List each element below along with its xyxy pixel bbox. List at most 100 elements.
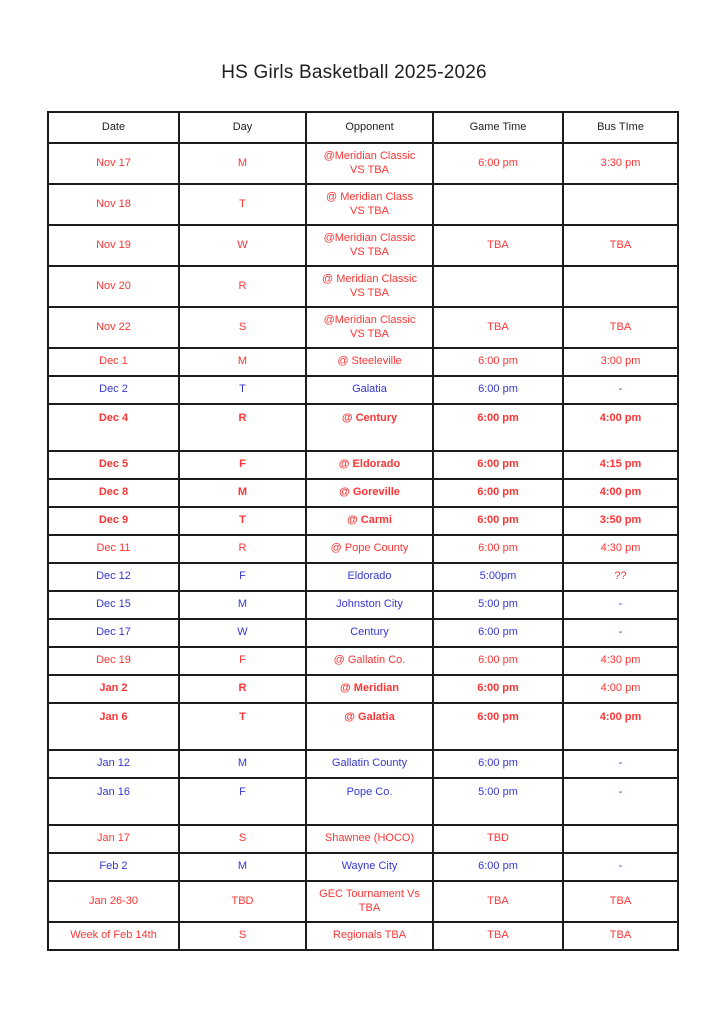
- cell-day: F: [178, 777, 307, 826]
- table-row: Dec 19 F @ Gallatin Co. 6:00 pm 4:30 pm: [47, 646, 679, 676]
- cell-game-time: 6:00 pm: [432, 646, 564, 676]
- cell-date: Dec 8: [47, 478, 180, 508]
- table-row: Dec 12 F Eldorado 5:00pm??: [47, 562, 679, 592]
- table-row: Dec 9 T @ Carmi 6:00 pm 3:50 pm: [47, 506, 679, 536]
- cell-game-time: 6:00 pm: [432, 534, 564, 564]
- cell-day: R: [178, 403, 307, 452]
- cell-opponent: @ Goreville: [305, 478, 434, 508]
- cell-opponent: @ Century: [305, 403, 434, 452]
- cell-bus-time: TBA: [562, 224, 679, 267]
- cell-opponent: GEC Tournament Vs TBA: [305, 880, 434, 923]
- cell-day: R: [178, 534, 307, 564]
- column-header-bus-time: Bus TIme: [562, 111, 679, 144]
- cell-date: Dec 1: [47, 347, 180, 377]
- table-row: Dec 1 M @ Steeleville 6:00 pm 3:00 pm: [47, 347, 679, 377]
- schedule-table: Date Day Opponent Game Time Bus TIme Nov 17 M…: [47, 111, 679, 951]
- cell-bus-time: 4:00 pm: [562, 478, 679, 508]
- cell-bus-time: 4:15 pm: [562, 450, 679, 480]
- table-row: Dec 11 R @ Pope County 6:00 pm 4:30 pm: [47, 534, 679, 564]
- table-row: Nov 17 M @Meridian Classic VS TBA 6:00 pm 3:…: [47, 142, 679, 185]
- cell-opponent: @ Galatia: [305, 702, 434, 751]
- cell-bus-time: 4:30 pm: [562, 534, 679, 564]
- cell-game-time: 6:00 pm: [432, 478, 564, 508]
- cell-date: Jan 26-30: [47, 880, 180, 923]
- table-row: Dec 15 M Johnston City 5:00 pm -: [47, 590, 679, 620]
- column-header-game-time: Game Time: [432, 111, 564, 144]
- cell-game-time: [432, 265, 564, 308]
- cell-day: M: [178, 749, 307, 779]
- cell-date: Nov 19: [47, 224, 180, 267]
- table-row: Week of Feb 14th S Regionals TBA TBA TBA: [47, 921, 679, 951]
- cell-bus-time: 4:00 pm: [562, 674, 679, 704]
- cell-game-time: 5:00pm: [432, 562, 564, 592]
- cell-opponent: Shawnee (HOCO): [305, 824, 434, 854]
- cell-game-time: 6:00 pm: [432, 403, 564, 452]
- cell-game-time: TBA: [432, 306, 564, 349]
- cell-date: Jan 16: [47, 777, 180, 826]
- cell-day: M: [178, 347, 307, 377]
- cell-game-time: TBD: [432, 824, 564, 854]
- cell-game-time: 5:00 pm: [432, 590, 564, 620]
- cell-date: Week of Feb 14th: [47, 921, 180, 951]
- column-header-opponent: Opponent: [305, 111, 434, 144]
- cell-game-time: 6:00 pm: [432, 852, 564, 882]
- cell-day: T: [178, 506, 307, 536]
- table-row: Jan 26-30 TBD GEC Tournament Vs TBA TBA TBA: [47, 880, 679, 923]
- cell-date: Jan 12: [47, 749, 180, 779]
- cell-opponent: Regionals TBA: [305, 921, 434, 951]
- cell-date: Dec 4: [47, 403, 180, 452]
- table-row: Dec 4 R @ Century 6:00 pm 4:00 pm: [47, 403, 679, 452]
- table-row: Nov 18 T @ Meridian Class VS TBA: [47, 183, 679, 226]
- cell-game-time: 6:00 pm: [432, 618, 564, 648]
- cell-bus-time: 3:30 pm: [562, 142, 679, 185]
- cell-day: T: [178, 702, 307, 751]
- cell-opponent: @ Steeleville: [305, 347, 434, 377]
- cell-day: F: [178, 562, 307, 592]
- cell-bus-time: 3:50 pm: [562, 506, 679, 536]
- cell-bus-time: ??: [562, 562, 679, 592]
- table-row: Dec 8 M @ Goreville 6:00 pm 4:00 pm: [47, 478, 679, 508]
- table-row: Dec 2 T Galatia 6:00 pm -: [47, 375, 679, 405]
- cell-bus-time: -: [562, 749, 679, 779]
- cell-opponent: Galatia: [305, 375, 434, 405]
- cell-date: Dec 15: [47, 590, 180, 620]
- cell-game-time: 6:00 pm: [432, 450, 564, 480]
- table-row: Nov 22 S @Meridian Classic VS TBA TBA TBA: [47, 306, 679, 349]
- cell-date: Nov 17: [47, 142, 180, 185]
- cell-day: S: [178, 921, 307, 951]
- cell-day: S: [178, 824, 307, 854]
- cell-day: M: [178, 478, 307, 508]
- cell-opponent: Pope Co.: [305, 777, 434, 826]
- cell-day: M: [178, 590, 307, 620]
- cell-date: Dec 11: [47, 534, 180, 564]
- cell-day: R: [178, 674, 307, 704]
- cell-opponent: Gallatin County: [305, 749, 434, 779]
- cell-game-time: TBA: [432, 880, 564, 923]
- cell-opponent: @ Carmi: [305, 506, 434, 536]
- cell-date: Dec 19: [47, 646, 180, 676]
- cell-bus-time: [562, 824, 679, 854]
- cell-game-time: 6:00 pm: [432, 142, 564, 185]
- cell-game-time: 6:00 pm: [432, 749, 564, 779]
- cell-opponent: @ Meridian: [305, 674, 434, 704]
- cell-bus-time: 3:00 pm: [562, 347, 679, 377]
- cell-opponent: @ Meridian Classic VS TBA: [305, 265, 434, 308]
- cell-bus-time: -: [562, 852, 679, 882]
- table-row: Jan 16 F Pope Co. 5:00 pm -: [47, 777, 679, 826]
- cell-bus-time: -: [562, 777, 679, 826]
- cell-date: Dec 9: [47, 506, 180, 536]
- cell-date: Dec 12: [47, 562, 180, 592]
- cell-day: F: [178, 646, 307, 676]
- cell-opponent: @Meridian Classic VS TBA: [305, 306, 434, 349]
- cell-date: Jan 6: [47, 702, 180, 751]
- cell-bus-time: 4:00 pm: [562, 702, 679, 751]
- cell-day: M: [178, 852, 307, 882]
- cell-day: T: [178, 183, 307, 226]
- table-row: Nov 20 R @ Meridian Classic VS TBA: [47, 265, 679, 308]
- cell-opponent: Johnston City: [305, 590, 434, 620]
- table-row: Jan 6 T @ Galatia 6:00 pm 4:00 pm: [47, 702, 679, 751]
- cell-date: Nov 18: [47, 183, 180, 226]
- cell-opponent: @Meridian Classic VS TBA: [305, 142, 434, 185]
- cell-day: W: [178, 224, 307, 267]
